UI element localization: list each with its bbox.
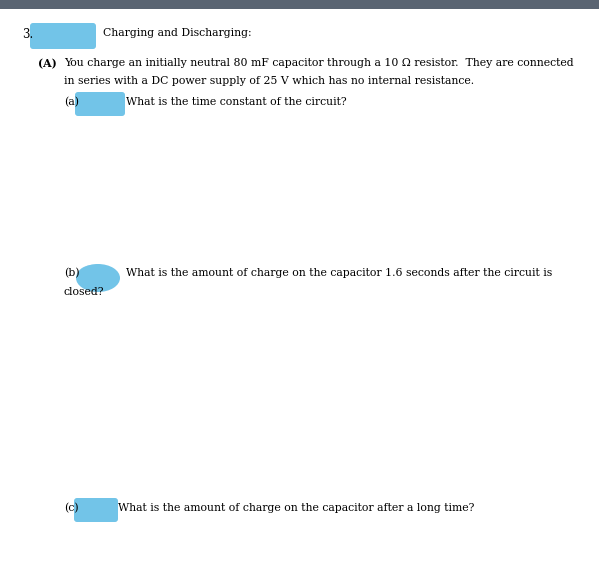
- Text: What is the amount of charge on the capacitor after a long time?: What is the amount of charge on the capa…: [118, 503, 474, 513]
- FancyBboxPatch shape: [75, 92, 125, 116]
- Bar: [0, 0, 599, 9]
- Text: Charging and Discharging:: Charging and Discharging:: [103, 28, 252, 38]
- FancyBboxPatch shape: [30, 23, 96, 49]
- Ellipse shape: [76, 264, 120, 292]
- Text: (b): (b): [64, 268, 80, 279]
- Text: closed?: closed?: [64, 287, 104, 297]
- Text: What is the time constant of the circuit?: What is the time constant of the circuit…: [126, 97, 347, 107]
- FancyBboxPatch shape: [74, 498, 118, 522]
- Text: (A): (A): [38, 58, 57, 69]
- Text: (a): (a): [64, 97, 79, 108]
- Text: in series with a DC power supply of 25 V which has no internal resistance.: in series with a DC power supply of 25 V…: [64, 76, 474, 86]
- Ellipse shape: [77, 265, 112, 285]
- Text: (c): (c): [64, 503, 78, 513]
- Text: What is the amount of charge on the capacitor 1.6 seconds after the circuit is: What is the amount of charge on the capa…: [126, 268, 552, 278]
- Text: You charge an initially neutral 80 mF capacitor through a 10 Ω resistor.  They a: You charge an initially neutral 80 mF ca…: [64, 58, 574, 68]
- Text: 3.: 3.: [22, 28, 34, 41]
